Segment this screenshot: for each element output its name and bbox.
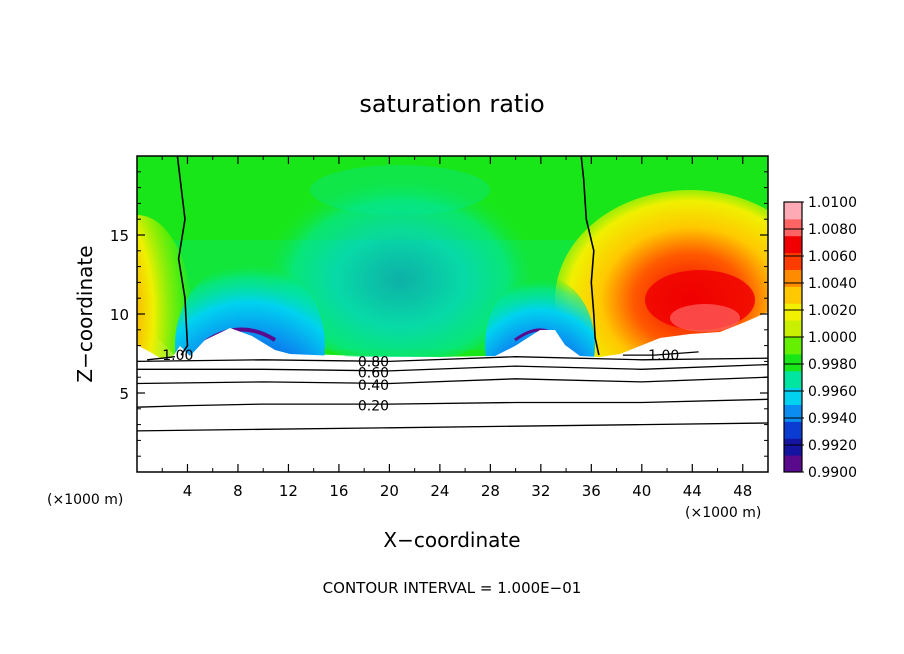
y-tick-label-0: 5 (119, 385, 129, 403)
contour-interval-note: CONTOUR INTERVAL = 1.000E−01 (323, 579, 582, 597)
contour-line-3-0 (137, 376, 768, 385)
colorbar-label-1: 0.9920 (808, 438, 857, 454)
colorbar-swatch-11 (784, 269, 802, 287)
colorbar-swatch-12 (784, 252, 802, 270)
colorbar-label-0: 0.9900 (808, 465, 857, 481)
contour-label-1: 0.80 (358, 354, 389, 370)
colorbar-label-9: 1.0080 (808, 222, 857, 238)
contour-line-0-0 (147, 356, 175, 361)
contour-line-1-0 (137, 356, 768, 363)
x-tick-label-11: 48 (733, 482, 752, 500)
contour-line-4-0 (137, 398, 768, 408)
x-tick-label-6: 28 (481, 482, 500, 500)
colorbar-swatch-1 (784, 438, 802, 456)
colorbar-swatch-14 (784, 218, 802, 237)
colorbar-label-10: 1.0100 (808, 195, 857, 211)
contour-label-4: 0.20 (358, 399, 389, 415)
colorbar-swatch-9 (784, 303, 802, 321)
plot-area: 1.00 0.800.600.40 0.20 1.00 (137, 156, 768, 472)
colorbar-swatch-5 (784, 370, 802, 389)
x-tick-label-7: 32 (531, 482, 550, 500)
colorbar-swatch-3 (784, 404, 802, 422)
colorbar-label-8: 1.0060 (808, 249, 857, 265)
terrain-mask (137, 312, 768, 472)
colorbar-label-2: 0.9940 (808, 411, 857, 427)
colorbar-swatch-13 (784, 235, 802, 254)
x-tick-label-2: 12 (279, 482, 298, 500)
colorbar-swatch-4 (784, 387, 802, 405)
x-tick-label-5: 24 (430, 482, 449, 500)
x-tick-label-4: 20 (380, 482, 399, 500)
colorbar-swatch-0 (784, 455, 802, 473)
contour-line-0-1 (622, 351, 699, 356)
x-unit-right: (×1000 m) (685, 505, 761, 521)
y-tick-label-1: 10 (110, 306, 129, 324)
colorbar-label-3: 0.9960 (808, 384, 857, 400)
field-dip (270, 175, 530, 365)
x-unit-left: (×1000 m) (47, 492, 123, 508)
x-tick-label-1: 8 (233, 482, 243, 500)
colorbar-swatch-7 (784, 337, 802, 355)
contour-label-5: 1.00 (648, 348, 679, 364)
y-tick-label-2: 15 (110, 227, 129, 245)
y-axis-label: Z−coordinate (73, 245, 97, 382)
x-tick-label-0: 4 (183, 482, 193, 500)
colorbar-swatch-10 (784, 286, 802, 304)
colorbar: 0.9900 0.9920 0.9940 0.9960 0.9980 1.0000 1.00… (783, 195, 857, 481)
chart-title: saturation ratio (359, 90, 544, 118)
x-axis-label: X−coordinate (383, 528, 520, 552)
contour-line-1p00-1 (580, 156, 600, 356)
contour-label-3: 0.40 (358, 378, 389, 394)
x-tick-label-10: 44 (683, 482, 702, 500)
colorbar-swatch-8 (784, 320, 802, 338)
contour-label-2: 0.60 (358, 365, 389, 381)
contour-lines: 1.00 0.800.600.40 0.20 1.00 (137, 156, 768, 432)
contour-line-5-0 (137, 422, 768, 432)
colorbar-label-5: 1.0000 (808, 330, 857, 346)
colorbar-swatch-6 (784, 353, 802, 372)
colorbar-label-6: 1.0020 (808, 303, 857, 319)
colorbar-swatch-15 (784, 202, 802, 220)
x-tick-label-3: 16 (329, 482, 348, 500)
colorbar-label-4: 0.9980 (808, 357, 857, 373)
contour-label-0: 1.00 (162, 348, 193, 364)
colorbar-label-7: 1.0040 (808, 276, 857, 292)
contour-line-1p00-0 (176, 156, 189, 356)
x-tick-label-9: 40 (632, 482, 651, 500)
colorbar-swatch-2 (784, 421, 802, 439)
axis-ticks (137, 156, 768, 472)
contour-line-2-0 (137, 363, 768, 372)
x-tick-label-8: 36 (582, 482, 601, 500)
